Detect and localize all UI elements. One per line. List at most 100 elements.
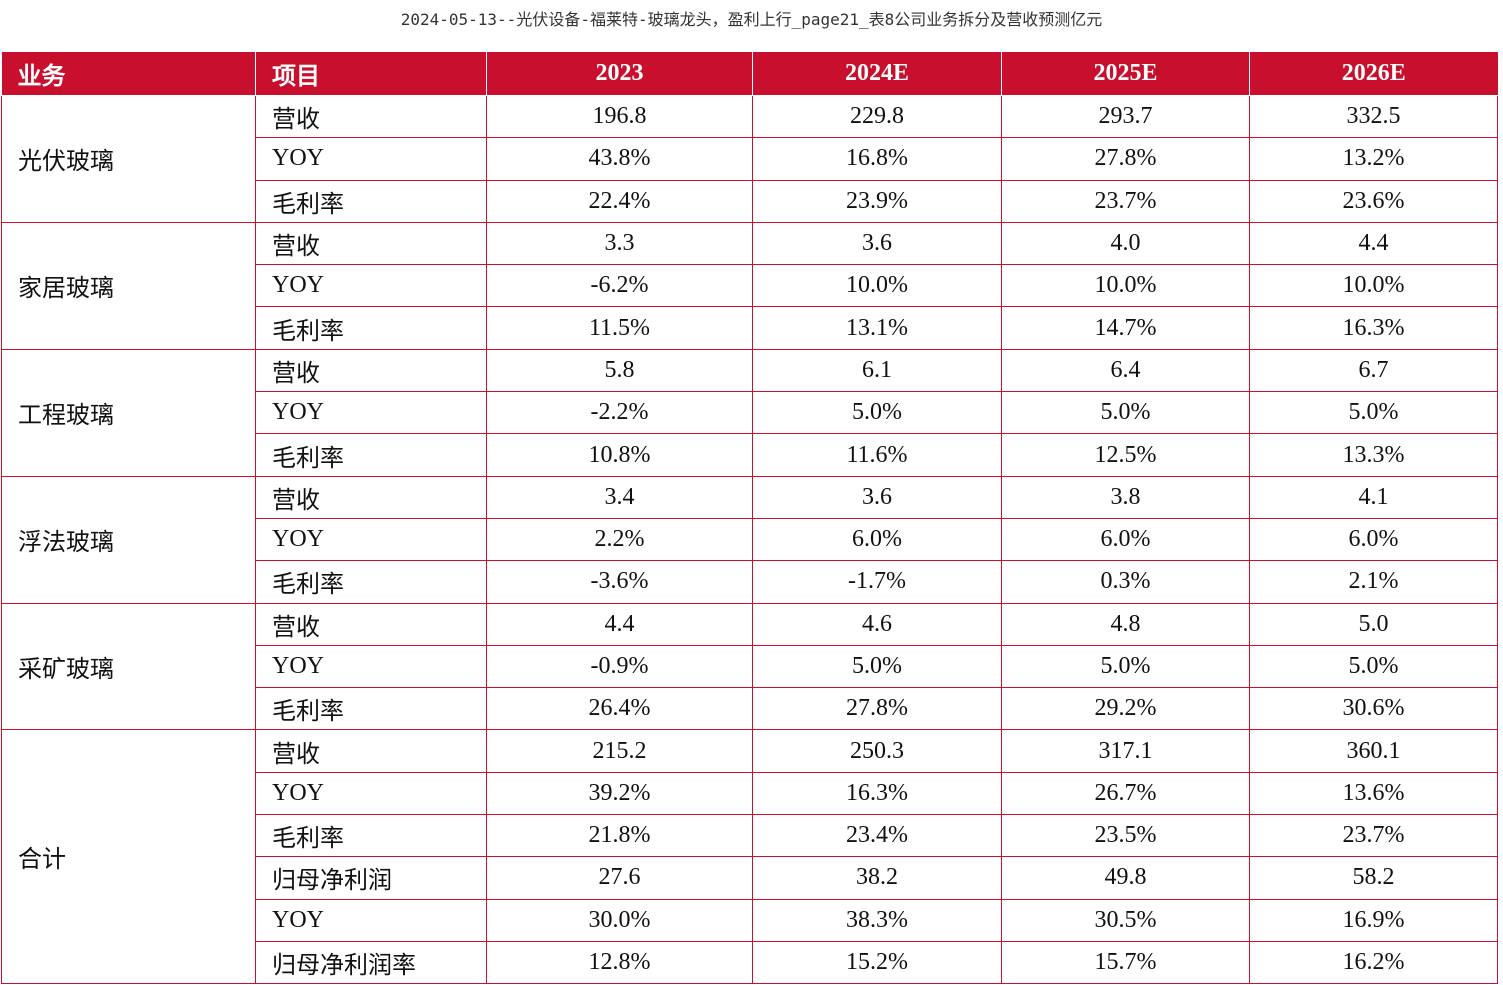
value-cell: 49.8 bbox=[1001, 856, 1250, 900]
table-row: YOY -0.9% 5.0% 5.0% 5.0% bbox=[2, 644, 1498, 689]
business-cell: 光伏玻璃 bbox=[1, 95, 256, 223]
header-item: 项目 bbox=[255, 52, 487, 96]
table-row: 归母净利润 27.6 38.2 49.8 58.2 bbox=[2, 856, 1498, 900]
value-cell: 3.3 bbox=[486, 221, 753, 266]
page-title: 2024-05-13--光伏设备-福莱特-玻璃龙头，盈利上行_page21_表8… bbox=[400, 10, 1103, 29]
value-cell: 6.4 bbox=[1001, 348, 1250, 393]
value-cell: 5.0% bbox=[1001, 391, 1250, 435]
table-row: 家居玻璃 营收 3.3 3.6 4.0 4.4 bbox=[1, 221, 1498, 350]
value-cell: 22.4% bbox=[486, 179, 753, 223]
value-cell: 15.7% bbox=[1001, 940, 1250, 985]
value-cell: 23.9% bbox=[752, 179, 1002, 223]
value-cell: 38.3% bbox=[752, 898, 1002, 942]
header-2025e: 2025E bbox=[1001, 52, 1250, 96]
value-cell: 16.3% bbox=[1249, 306, 1498, 350]
value-cell: 21.8% bbox=[486, 814, 753, 858]
item-cell: YOY bbox=[255, 771, 487, 816]
value-cell: 6.1 bbox=[752, 348, 1002, 393]
value-cell: 215.2 bbox=[486, 729, 753, 773]
item-cell: YOY bbox=[255, 391, 487, 435]
value-cell: 16.9% bbox=[1249, 898, 1498, 942]
value-cell: 23.5% bbox=[1001, 814, 1250, 858]
value-cell: 10.8% bbox=[486, 433, 753, 477]
value-cell: 6.7 bbox=[1249, 348, 1498, 393]
value-cell: 23.6% bbox=[1249, 179, 1498, 223]
value-cell: 26.4% bbox=[486, 687, 753, 731]
value-cell: 293.7 bbox=[1001, 94, 1250, 139]
table-row: YOY -6.2% 10.0% 10.0% 10.0% bbox=[2, 264, 1498, 308]
table-row: 毛利率 -3.6% -1.7% 0.3% 2.1% bbox=[2, 560, 1498, 604]
business-cell: 浮法玻璃 bbox=[1, 475, 256, 604]
header-2026e: 2026E bbox=[1249, 52, 1498, 96]
value-cell: 4.1 bbox=[1249, 475, 1498, 519]
value-cell: 13.6% bbox=[1249, 771, 1498, 816]
header-business: 业务 bbox=[1, 52, 256, 96]
item-cell: 营收 bbox=[255, 221, 487, 266]
value-cell: 6.0% bbox=[752, 517, 1002, 562]
item-cell: 营收 bbox=[255, 729, 487, 773]
table-header-row: 业务 项目 2023 2024E 2025E 2026E bbox=[1, 52, 1498, 96]
value-cell: 3.6 bbox=[752, 221, 1002, 266]
value-cell: 3.6 bbox=[752, 475, 1002, 519]
forecast-table: 业务 项目 2023 2024E 2025E 2026E 光伏玻璃 营收 196.8… bbox=[1, 52, 1498, 985]
value-cell: 27.8% bbox=[752, 687, 1002, 731]
item-cell: YOY bbox=[255, 264, 487, 308]
value-cell: 0.3% bbox=[1001, 560, 1250, 604]
item-cell: YOY bbox=[255, 898, 487, 942]
value-cell: 317.1 bbox=[1001, 729, 1250, 773]
value-cell: 11.5% bbox=[486, 306, 753, 350]
value-cell: 3.8 bbox=[1001, 475, 1250, 519]
table-row: YOY 2.2% 6.0% 6.0% 6.0% bbox=[2, 517, 1498, 562]
value-cell: 15.2% bbox=[752, 940, 1002, 985]
item-cell: 毛利率 bbox=[255, 179, 487, 223]
value-cell: 29.2% bbox=[1001, 687, 1250, 731]
value-cell: 4.8 bbox=[1001, 602, 1250, 646]
value-cell: 5.0% bbox=[1001, 644, 1250, 689]
item-cell: 毛利率 bbox=[255, 433, 487, 477]
item-cell: 营收 bbox=[255, 94, 487, 139]
value-cell: 23.4% bbox=[752, 814, 1002, 858]
table-row: 毛利率 11.5% 13.1% 14.7% 16.3% bbox=[2, 306, 1498, 350]
value-cell: 26.7% bbox=[1001, 771, 1250, 816]
value-cell: 27.8% bbox=[1001, 137, 1250, 181]
header-2024e: 2024E bbox=[752, 52, 1002, 96]
value-cell: 12.5% bbox=[1001, 433, 1250, 477]
value-cell: 2.1% bbox=[1249, 560, 1498, 604]
item-cell: 营收 bbox=[255, 348, 487, 393]
table-row: YOY -2.2% 5.0% 5.0% 5.0% bbox=[2, 391, 1498, 435]
value-cell: 16.3% bbox=[752, 771, 1002, 816]
value-cell: 30.6% bbox=[1249, 687, 1498, 731]
table-row: YOY 39.2% 16.3% 26.7% 13.6% bbox=[2, 771, 1498, 816]
business-cell: 家居玻璃 bbox=[1, 221, 256, 350]
value-cell: 5.0% bbox=[752, 391, 1002, 435]
value-cell: 38.2 bbox=[752, 856, 1002, 900]
table-row: 合计 营收 215.2 250.3 317.1 360.1 bbox=[1, 729, 1498, 985]
value-cell: 2.2% bbox=[486, 517, 753, 562]
value-cell: 13.2% bbox=[1249, 137, 1498, 181]
value-cell: 39.2% bbox=[486, 771, 753, 816]
item-cell: 毛利率 bbox=[255, 560, 487, 604]
value-cell: 27.6 bbox=[486, 856, 753, 900]
value-cell: 3.4 bbox=[486, 475, 753, 519]
value-cell: 11.6% bbox=[752, 433, 1002, 477]
business-cell: 工程玻璃 bbox=[1, 348, 256, 477]
value-cell: 14.7% bbox=[1001, 306, 1250, 350]
business-cell: 合计 bbox=[1, 729, 256, 985]
item-cell: 毛利率 bbox=[255, 306, 487, 350]
value-cell: 12.8% bbox=[486, 940, 753, 985]
value-cell: 30.0% bbox=[486, 898, 753, 942]
value-cell: 58.2 bbox=[1249, 856, 1498, 900]
item-cell: 毛利率 bbox=[255, 687, 487, 731]
value-cell: 16.2% bbox=[1249, 940, 1498, 985]
table-row: 浮法玻璃 营收 3.4 3.6 3.8 4.1 bbox=[1, 475, 1498, 604]
value-cell: 43.8% bbox=[486, 137, 753, 181]
table-row: 归母净利润率 12.8% 15.2% 15.7% 16.2% bbox=[2, 940, 1498, 985]
value-cell: 5.0% bbox=[1249, 391, 1498, 435]
value-cell: 4.4 bbox=[1249, 221, 1498, 266]
table-row: 毛利率 21.8% 23.4% 23.5% 23.7% bbox=[2, 814, 1498, 858]
item-cell: 营收 bbox=[255, 602, 487, 646]
header-2023: 2023 bbox=[486, 52, 753, 96]
value-cell: 5.0% bbox=[1249, 644, 1498, 689]
value-cell: 4.6 bbox=[752, 602, 1002, 646]
item-cell: YOY bbox=[255, 517, 487, 562]
